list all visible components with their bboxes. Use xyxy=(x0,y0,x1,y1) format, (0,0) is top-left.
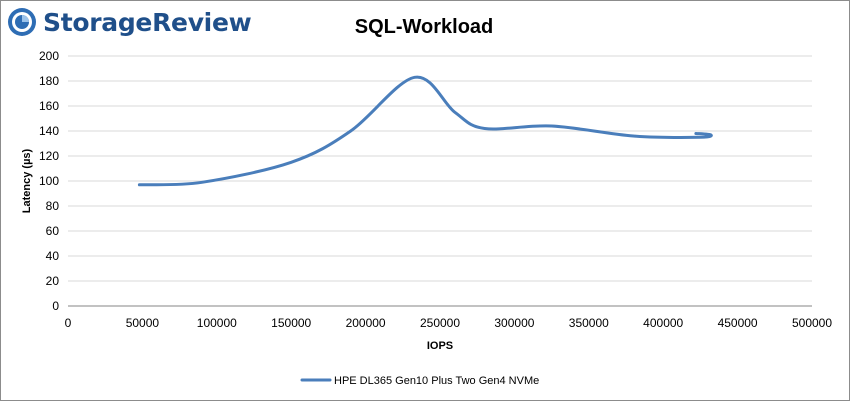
storagereview-logo-icon xyxy=(8,8,36,36)
chart-title: SQL-Workload xyxy=(355,16,494,38)
x-axis-label: IOPS xyxy=(427,340,453,352)
y-tick-label: 140 xyxy=(39,124,59,138)
y-tick-label: 120 xyxy=(39,149,59,163)
x-tick-label: 50000 xyxy=(126,316,160,330)
y-tick-label: 180 xyxy=(39,74,59,88)
series-lines xyxy=(137,75,713,187)
y-tick-label: 80 xyxy=(46,199,60,213)
x-tick-label: 0 xyxy=(65,316,72,330)
y-tick-label: 100 xyxy=(39,174,59,188)
y-tick-label: 20 xyxy=(46,274,60,288)
y-tick-label: 60 xyxy=(46,224,60,238)
y-tick-label: 160 xyxy=(39,99,59,113)
x-tick-label: 300000 xyxy=(494,316,534,330)
brand-logo: StorageReview xyxy=(7,5,252,39)
x-tick-label: 400000 xyxy=(643,316,683,330)
legend: HPE DL365 Gen10 Plus Two Gen4 NVMe xyxy=(300,375,539,387)
x-tick-label: 100000 xyxy=(197,316,237,330)
y-axis-label: Latency (µs) xyxy=(21,148,33,213)
grid-lines xyxy=(68,55,812,282)
x-tick-labels: 0 50000 100000 150000 200000 250000 300000 3500… xyxy=(65,316,833,330)
y-tick-labels: 0 20 40 60 80 100 120 140 160 180 200 xyxy=(39,49,59,313)
y-tick-label: 0 xyxy=(52,299,59,313)
brand-name: StorageReview xyxy=(43,7,252,37)
legend-label: HPE DL365 Gen10 Plus Two Gen4 NVMe xyxy=(334,375,539,387)
x-tick-label: 350000 xyxy=(569,316,609,330)
y-tick-label: 40 xyxy=(46,249,60,263)
x-tick-label: 250000 xyxy=(420,316,460,330)
series-line-0 xyxy=(137,75,713,187)
x-tick-label: 150000 xyxy=(271,316,311,330)
x-tick-label: 500000 xyxy=(792,316,832,330)
x-tick-label: 450000 xyxy=(718,316,758,330)
y-tick-label: 200 xyxy=(39,49,59,63)
x-tick-label: 200000 xyxy=(346,316,386,330)
